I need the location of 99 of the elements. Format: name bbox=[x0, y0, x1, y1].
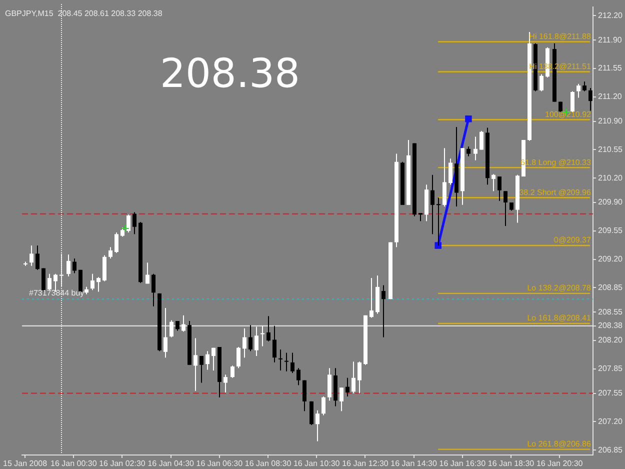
y-tick-label: 209.20 bbox=[598, 254, 624, 264]
x-tick-label: 16 Jan 04:30 bbox=[148, 459, 195, 468]
y-tick-label: 206.85 bbox=[598, 445, 624, 454]
candlestick bbox=[224, 374, 228, 393]
candlestick bbox=[370, 277, 374, 318]
candlestick bbox=[382, 284, 386, 338]
candlestick bbox=[72, 258, 76, 274]
y-tick-label: 212.20 bbox=[598, 10, 624, 20]
series-label: 100@210.92 bbox=[545, 110, 592, 119]
x-tick-label: 16 Jan 00:30 bbox=[50, 459, 98, 468]
series-label: Lo 261.8@206.86 bbox=[527, 440, 592, 449]
candlestick bbox=[474, 136, 478, 161]
candlestick bbox=[284, 352, 288, 372]
ref-line-label: #73173844 buy bbox=[29, 288, 84, 298]
candlestick bbox=[340, 387, 344, 412]
candlestick bbox=[322, 396, 326, 416]
series-label: Lo 138.2@208.78 bbox=[527, 284, 592, 293]
candlestick bbox=[316, 410, 320, 442]
candlestick bbox=[442, 148, 446, 208]
candlestick bbox=[90, 273, 94, 291]
candlestick bbox=[114, 232, 118, 254]
candlestick bbox=[492, 174, 496, 192]
candlestick bbox=[352, 361, 356, 394]
candlestick bbox=[260, 325, 264, 347]
candlestick bbox=[182, 314, 186, 332]
candlestick bbox=[576, 83, 580, 98]
candlestick bbox=[66, 254, 70, 277]
x-tick-label: 16 Jan 06:30 bbox=[196, 459, 244, 468]
candlestick bbox=[102, 254, 106, 282]
candlestick bbox=[448, 158, 452, 186]
candlestick bbox=[346, 377, 350, 398]
candlestick bbox=[212, 347, 216, 372]
y-tick-label: 210.20 bbox=[598, 173, 624, 182]
candlestick bbox=[176, 320, 180, 332]
candlestick bbox=[254, 326, 258, 356]
candlestick bbox=[278, 348, 282, 372]
candlestick bbox=[296, 368, 300, 386]
annotation: 208.38 bbox=[160, 51, 300, 98]
chart-title: GBPJPY,M15 208.45 208.61 208.33 208.38 bbox=[5, 9, 163, 18]
x-tick-label: 16 Jan 02:30 bbox=[99, 459, 146, 468]
candlestick bbox=[480, 130, 484, 150]
candlestick bbox=[48, 273, 52, 291]
y-tick-label: 208.55 bbox=[598, 307, 624, 316]
candlestick bbox=[132, 212, 136, 235]
candlestick bbox=[126, 214, 130, 234]
y-tick-label: 208.38 bbox=[598, 321, 624, 330]
x-tick-label: 16 Jan 14:30 bbox=[390, 459, 438, 468]
candlestick bbox=[582, 81, 586, 92]
candlestick bbox=[358, 361, 362, 394]
candlestick bbox=[328, 368, 332, 402]
candlestick bbox=[206, 350, 210, 370]
y-tick-label: 207.20 bbox=[598, 416, 624, 426]
candlestick bbox=[302, 380, 306, 412]
candlestick bbox=[242, 328, 246, 358]
y-tick-label: 209.90 bbox=[598, 198, 624, 207]
candlestick bbox=[570, 90, 574, 113]
candlestick bbox=[310, 400, 314, 426]
candlestick bbox=[194, 338, 198, 392]
y-tick-label: 211.90 bbox=[598, 35, 622, 44]
candlestick bbox=[30, 245, 34, 266]
y-tick-label: 209.55 bbox=[598, 226, 624, 236]
candlestick bbox=[266, 316, 270, 342]
candlestick bbox=[540, 74, 544, 92]
candlestick bbox=[236, 346, 240, 369]
x-tick-label: 16 Jan 12:30 bbox=[342, 459, 389, 468]
candlestick bbox=[230, 365, 234, 378]
y-tick-label: 207.55 bbox=[598, 388, 624, 398]
series-label: 38.2 Short @209.96 bbox=[519, 188, 592, 197]
y-tick-label: 210.55 bbox=[598, 144, 624, 154]
y-tick-label: 211.20 bbox=[598, 92, 622, 102]
series-label: 0@209.37 bbox=[554, 236, 592, 245]
candlestick bbox=[498, 176, 502, 202]
candlestick bbox=[164, 308, 168, 358]
candlestick bbox=[588, 87, 592, 112]
candlestick bbox=[248, 324, 252, 352]
candlestick bbox=[170, 320, 174, 338]
x-tick-label: 16 Jan 08:30 bbox=[244, 459, 292, 468]
y-tick-label: 208.85 bbox=[598, 282, 624, 292]
x-tick-label: 16 Jan 10:30 bbox=[293, 459, 340, 468]
candlestick bbox=[430, 174, 434, 235]
candlestick bbox=[504, 190, 508, 227]
candlestick bbox=[108, 246, 112, 260]
x-tick-label: 16 Jan 20:30 bbox=[536, 459, 584, 468]
x-tick-label: 15 Jan 2008 bbox=[3, 459, 48, 468]
y-tick-label: 208.20 bbox=[598, 336, 624, 345]
candlestick bbox=[36, 245, 40, 270]
candlestick bbox=[290, 352, 294, 374]
candlestick bbox=[466, 146, 470, 157]
candlestick bbox=[96, 276, 100, 292]
candlestick bbox=[200, 355, 204, 384]
y-tick-label: 210.90 bbox=[598, 116, 624, 126]
candlestick bbox=[152, 273, 156, 307]
series-label: Lo 161.8@208.41 bbox=[527, 314, 592, 323]
x-tick-label: 16 Jan 18:30 bbox=[488, 459, 535, 468]
y-tick-label: 211.55 bbox=[598, 64, 622, 73]
candlestick bbox=[272, 325, 276, 363]
x-tick-label: 16 Jan 16:30 bbox=[439, 459, 486, 468]
y-tick-label: 207.85 bbox=[598, 364, 624, 374]
candlestick bbox=[146, 262, 150, 284]
